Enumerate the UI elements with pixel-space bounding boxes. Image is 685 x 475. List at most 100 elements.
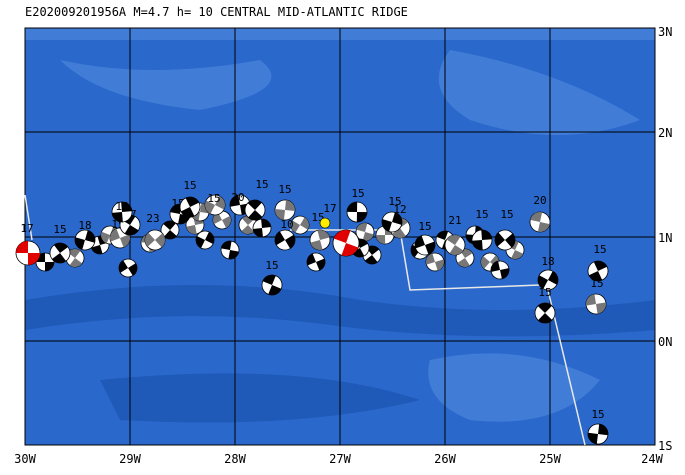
ball-quadrant xyxy=(472,240,483,250)
x-label: 25W xyxy=(539,452,561,466)
y-label: 2N xyxy=(658,126,672,140)
ball-quadrant xyxy=(262,275,276,285)
axis-labels: 30W 29W 28W 27W 26W 25W 24W 3N 2N 1N 0N … xyxy=(14,25,672,466)
beachball xyxy=(585,293,607,315)
beachball xyxy=(332,229,360,257)
ball-quadrant xyxy=(221,241,232,250)
ball-quadrant xyxy=(155,233,165,248)
depth-label: 15 xyxy=(475,208,488,221)
depth-label: 18 xyxy=(541,255,554,268)
ball-quadrant xyxy=(505,233,515,248)
y-label: 1S xyxy=(658,439,672,453)
ball-quadrant xyxy=(411,244,420,258)
ball-quadrant xyxy=(247,200,262,210)
ball-quadrant xyxy=(228,250,239,259)
ball-quadrant xyxy=(538,313,553,323)
ball-quadrant xyxy=(593,261,608,271)
event-marker xyxy=(319,217,331,229)
ball-quadrant xyxy=(186,225,197,234)
ball-quadrant xyxy=(121,202,132,212)
beachball xyxy=(534,302,556,324)
ball-quadrant xyxy=(588,432,598,444)
ball-quadrant xyxy=(124,225,139,235)
depth-label: 23 xyxy=(146,212,159,225)
ball-quadrant xyxy=(253,228,263,237)
depth-label: 10 xyxy=(280,218,293,231)
ball-quadrant xyxy=(67,249,81,258)
ball-quadrant xyxy=(435,259,444,271)
y-label: 3N xyxy=(658,25,672,39)
ball-quadrant xyxy=(362,232,374,241)
ball-quadrant xyxy=(500,268,509,279)
ball-quadrant xyxy=(382,219,392,232)
depth-label: 17 xyxy=(20,222,33,235)
ball-quadrant xyxy=(185,197,199,207)
ball-quadrant xyxy=(537,303,552,313)
ball-quadrant xyxy=(120,234,130,248)
ball-quadrant xyxy=(356,223,368,232)
ball-quadrant xyxy=(391,228,406,238)
ball-quadrant xyxy=(446,235,461,245)
ball-quadrant xyxy=(28,253,40,265)
beachball xyxy=(529,211,551,233)
beachball xyxy=(309,229,331,251)
ball-quadrant xyxy=(436,231,449,240)
ball-quadrant xyxy=(481,230,492,240)
ball-quadrant xyxy=(352,248,365,257)
depth-label: 15 xyxy=(500,208,513,221)
beachball xyxy=(274,199,296,221)
beachball xyxy=(195,230,215,250)
deep-area xyxy=(25,285,655,423)
beachball xyxy=(160,220,180,240)
ball-quadrant xyxy=(101,231,110,244)
ball-quadrant xyxy=(248,210,263,220)
depth-label: 15 xyxy=(351,187,364,200)
ball-quadrant xyxy=(537,222,550,232)
beachball xyxy=(15,240,41,266)
beachball xyxy=(244,199,266,221)
depth-label: 15 xyxy=(593,243,606,256)
depth-label: 15 xyxy=(265,259,278,272)
y-label: 1N xyxy=(658,231,672,245)
ball-quadrant xyxy=(181,207,195,217)
ball-quadrant xyxy=(376,235,386,244)
ball-quadrant xyxy=(598,424,608,436)
ball-quadrant xyxy=(163,230,177,239)
depth-label: 17 xyxy=(323,202,336,215)
ball-quadrant xyxy=(112,212,123,222)
ball-quadrant xyxy=(285,234,295,249)
depth-label: 20 xyxy=(231,191,244,204)
beachball xyxy=(261,274,283,296)
ball-quadrant xyxy=(415,235,425,249)
beachball xyxy=(490,260,510,280)
depth-label: 15 xyxy=(278,183,291,196)
ball-quadrant xyxy=(275,208,285,220)
beachball xyxy=(274,229,296,251)
beachball xyxy=(252,218,272,238)
ball-quadrant xyxy=(275,231,285,246)
ball-quadrant xyxy=(481,256,490,269)
ball-quadrant xyxy=(285,200,295,212)
depth-label: 15 xyxy=(538,286,551,299)
ball-quadrant xyxy=(163,221,177,230)
ball-quadrant xyxy=(119,260,128,273)
beachball xyxy=(179,196,201,218)
map-title: E202009201956A M=4.7 h= 10 CENTRAL MID-A… xyxy=(25,5,408,19)
beachball xyxy=(587,423,609,445)
ball-quadrant xyxy=(530,212,543,222)
ball-quadrant xyxy=(317,230,330,240)
ball-quadrant xyxy=(205,200,215,214)
beachball xyxy=(111,201,133,223)
ball-quadrant xyxy=(347,202,358,212)
beachball xyxy=(494,229,516,251)
ball-quadrant xyxy=(316,258,325,271)
shallow-area xyxy=(25,28,655,422)
beachball xyxy=(220,240,240,260)
depth-label: 21 xyxy=(448,214,461,227)
ball-quadrant xyxy=(307,253,316,266)
depth-label: 18 xyxy=(78,219,91,232)
depth-label: 15 xyxy=(418,220,431,233)
ball-quadrant xyxy=(548,271,558,285)
